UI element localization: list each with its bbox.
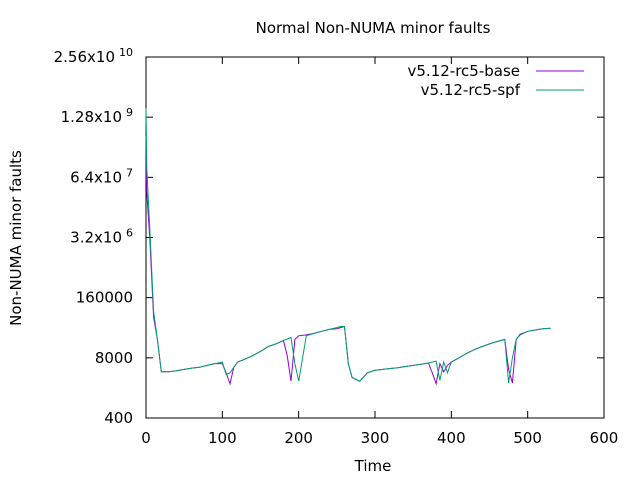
x-tick-label: 300 <box>361 429 390 447</box>
series-line-2 <box>145 108 551 383</box>
y-tick-label: 3.2x10 6 <box>70 227 133 247</box>
y-tick-label: 2.56x10 10 <box>54 46 133 66</box>
y-tick-label: 400 <box>104 409 133 427</box>
y-tick-mantissa: 1.28x10 <box>61 108 122 126</box>
y-tick-label: 8000 <box>95 349 133 367</box>
y-tick-exponent: 7 <box>126 166 133 179</box>
x-tick-label: 400 <box>437 429 466 447</box>
y-tick-mantissa: 160000 <box>76 289 133 307</box>
x-tick-label: 100 <box>208 429 237 447</box>
y-tick-mantissa: 400 <box>104 409 133 427</box>
x-tick-label: 0 <box>141 429 151 447</box>
y-tick-label: 6.4x10 7 <box>70 166 133 186</box>
legend-label: v5.12-rc5-base <box>408 62 521 80</box>
y-tick-label: 160000 <box>76 289 133 307</box>
y-tick-exponent: 6 <box>126 227 133 240</box>
y-tick-mantissa: 3.2x10 <box>70 229 122 247</box>
y-tick-mantissa: 8000 <box>95 349 133 367</box>
x-tick-label: 200 <box>284 429 313 447</box>
x-axis-ticks: 0 100 200 300 400 500 600 <box>141 57 618 447</box>
y-tick-mantissa: 2.56x10 <box>54 48 115 66</box>
y-axis-label: Non-NUMA minor faults <box>7 150 25 326</box>
chart-title: Normal Non-NUMA minor faults <box>256 19 491 37</box>
x-tick-label: 600 <box>590 429 619 447</box>
y-tick-exponent: 10 <box>119 46 133 59</box>
y-tick-exponent: 9 <box>126 106 133 119</box>
y-tick-mantissa: 6.4x10 <box>70 168 122 186</box>
series-line-1 <box>145 135 551 386</box>
y-axis-ticks: 400 8000 160000 3.2x10 6 6.4x10 7 1.28x10 9 2.56x… <box>54 46 604 427</box>
legend-label: v5.12-rc5-spf <box>421 81 521 99</box>
x-axis-label: Time <box>354 457 392 475</box>
x-tick-label: 500 <box>513 429 542 447</box>
y-tick-label: 1.28x10 9 <box>61 106 133 126</box>
series-lines <box>145 108 551 386</box>
